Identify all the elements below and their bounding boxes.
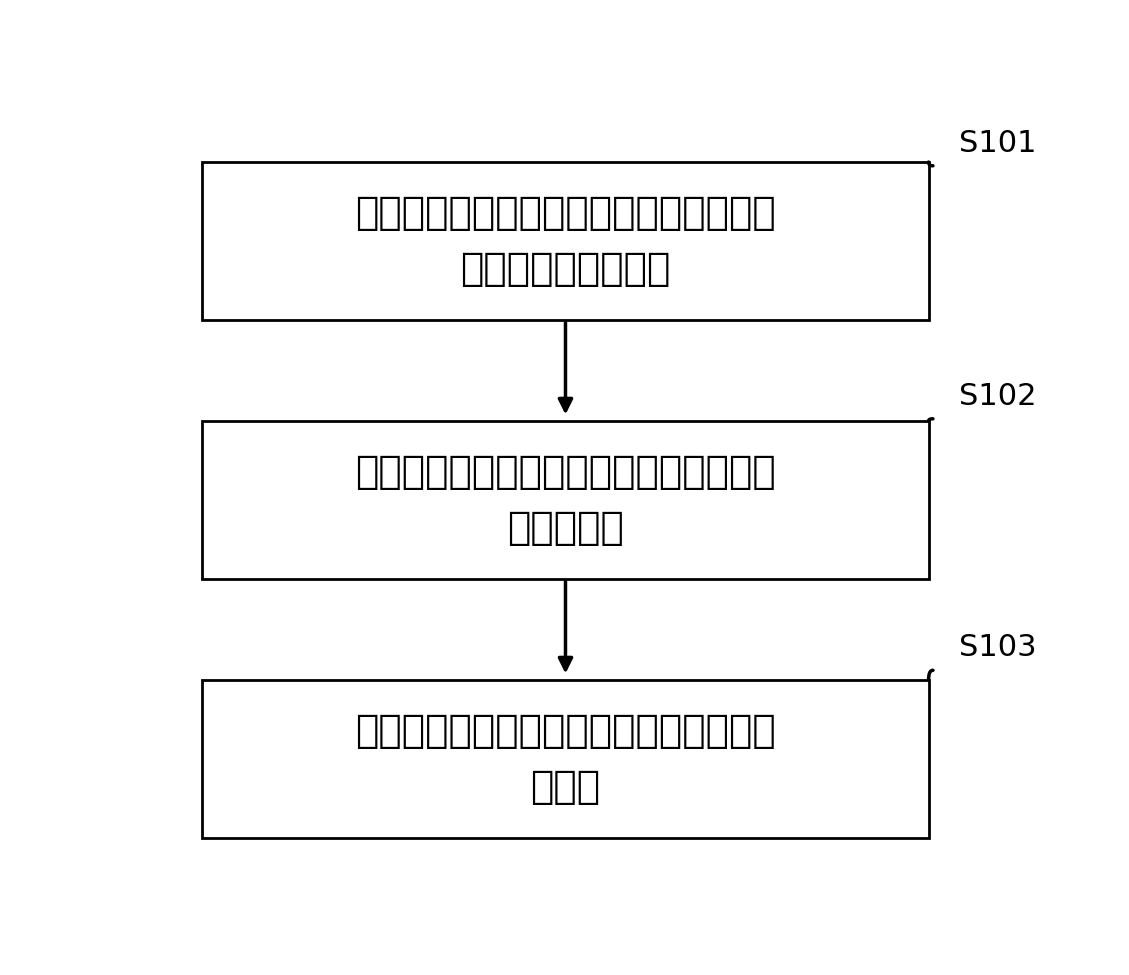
Text: S103: S103 <box>960 634 1036 662</box>
FancyBboxPatch shape <box>202 421 928 579</box>
Text: 将原始密鑰与原算法过程结合后进行处理: 将原始密鑰与原算法过程结合后进行处理 <box>356 194 776 232</box>
Text: ，得到变换算法过程: ，得到变换算法过程 <box>461 250 671 288</box>
Text: 变换查找表: 变换查找表 <box>507 509 624 547</box>
Text: 对变换查找表进行加解密处理，以隐藏原: 对变换查找表进行加解密处理，以隐藏原 <box>356 712 776 750</box>
Text: 始密鑰: 始密鑰 <box>531 768 601 806</box>
FancyBboxPatch shape <box>202 681 928 838</box>
Text: 对变换算法过程进行查找表化处理，得到: 对变换算法过程进行查找表化处理，得到 <box>356 452 776 490</box>
FancyBboxPatch shape <box>202 162 928 320</box>
Text: S101: S101 <box>960 129 1036 158</box>
Text: S102: S102 <box>960 382 1036 410</box>
